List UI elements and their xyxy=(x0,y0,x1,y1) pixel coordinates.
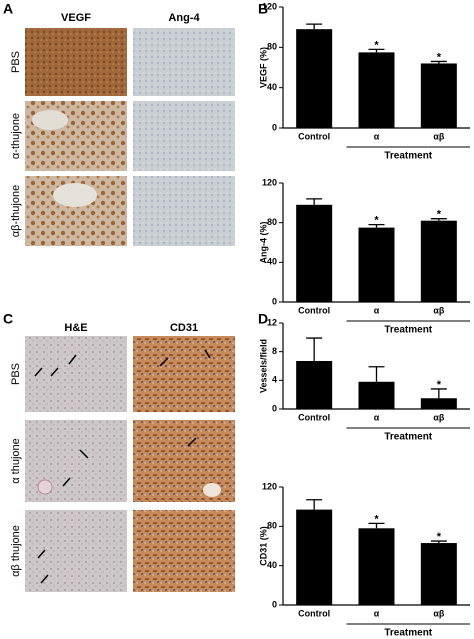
bar xyxy=(420,220,457,302)
y-tick-label: 120 xyxy=(262,481,277,491)
y-tick-label: 0 xyxy=(272,599,277,609)
y-tick-label: 0 xyxy=(272,296,277,306)
x-tick-label: α xyxy=(374,412,380,422)
row-label: PBS xyxy=(10,363,22,385)
error-bar xyxy=(368,224,385,228)
row-label: αβ-thujone xyxy=(10,185,22,237)
x-tick-label: α xyxy=(374,305,380,315)
x-axis-label: Treatment xyxy=(384,432,432,443)
panel-labels: A B C D xyxy=(3,1,268,327)
significance: * xyxy=(374,215,379,227)
x-axis-label: Treatment xyxy=(384,151,432,162)
error-bar xyxy=(368,366,385,382)
column-header: H&E xyxy=(64,322,87,334)
column-header: Ang-4 xyxy=(168,12,200,24)
image xyxy=(133,101,235,171)
error-bar xyxy=(306,337,323,361)
row-label: PBS xyxy=(10,51,22,73)
error-bar xyxy=(368,522,385,529)
y-tick-label: 40 xyxy=(267,257,277,267)
image xyxy=(25,101,127,171)
y-tick-label: 80 xyxy=(267,217,277,227)
panel-label: D xyxy=(258,311,268,327)
y-tick-label: 8 xyxy=(272,346,277,356)
error-bar xyxy=(430,60,447,64)
image-detail xyxy=(53,183,97,207)
row-label: α thujone xyxy=(10,438,22,484)
micrographs xyxy=(25,28,235,592)
image xyxy=(25,336,127,412)
bar xyxy=(358,528,395,605)
bar xyxy=(358,227,395,302)
image xyxy=(133,510,235,592)
y-tick-label: 120 xyxy=(262,177,277,187)
x-axis-label: Treatment xyxy=(384,628,432,639)
significance: * xyxy=(437,531,442,543)
x-tick-label: α xyxy=(374,131,380,141)
y-tick-label: 40 xyxy=(267,560,277,570)
column-header: CD31 xyxy=(170,322,198,334)
row-label: α-thujone xyxy=(10,113,22,159)
error-bar xyxy=(306,499,323,510)
row-label: αβ thujone xyxy=(10,525,22,577)
panel-label: C xyxy=(3,311,13,327)
x-tick-label: αβ xyxy=(433,305,445,315)
x-tick-label: Control xyxy=(298,412,330,422)
y-tick-label: 4 xyxy=(272,375,277,385)
bar xyxy=(420,63,457,128)
x-tick-label: Control xyxy=(298,131,330,141)
image-detail xyxy=(203,483,221,497)
y-tick-label: 80 xyxy=(267,42,277,52)
bar xyxy=(358,381,395,409)
y-tick-label: 80 xyxy=(267,521,277,531)
y-tick-label: 40 xyxy=(267,82,277,92)
image xyxy=(25,28,127,96)
bar xyxy=(420,543,457,605)
y-axis-label: Vessels/field xyxy=(258,339,268,393)
x-tick-label: Control xyxy=(298,608,330,618)
panel-label: B xyxy=(258,1,268,17)
bar xyxy=(358,52,395,128)
significance: * xyxy=(437,209,442,221)
error-bar xyxy=(430,540,447,544)
significance: * xyxy=(374,513,379,525)
significance: * xyxy=(374,39,379,51)
error-bar xyxy=(368,48,385,53)
y-axis-label: CD31 (%) xyxy=(258,526,268,566)
x-tick-label: Control xyxy=(298,305,330,315)
image-detail xyxy=(32,110,68,130)
image xyxy=(25,510,127,592)
image-detail xyxy=(37,479,53,495)
image xyxy=(133,28,235,96)
image xyxy=(133,336,235,412)
bar xyxy=(296,29,333,128)
arrows xyxy=(34,349,211,584)
column-header: VEGF xyxy=(61,12,91,24)
error-bar xyxy=(306,198,323,205)
y-axis-label: VEGF (%) xyxy=(258,47,268,88)
x-tick-label: αβ xyxy=(433,412,445,422)
image xyxy=(133,176,235,246)
significance: * xyxy=(437,51,442,63)
error-bar xyxy=(306,23,323,30)
y-axis-label: Ang-4 (%) xyxy=(258,222,268,264)
x-tick-label: αβ xyxy=(433,131,445,141)
significance: * xyxy=(437,379,442,391)
x-tick-label: α xyxy=(374,608,380,618)
x-axis-label: Treatment xyxy=(384,325,432,336)
bar xyxy=(296,509,333,605)
panel-label: A xyxy=(3,1,13,17)
bar xyxy=(296,204,333,302)
y-tick-label: 12 xyxy=(267,317,277,327)
y-tick-label: 0 xyxy=(272,122,277,132)
y-tick-label: 0 xyxy=(272,403,277,413)
y-tick-label: 120 xyxy=(262,1,277,11)
error-bar xyxy=(430,388,447,399)
error-bar xyxy=(430,218,447,221)
x-tick-label: αβ xyxy=(433,608,445,618)
bar xyxy=(420,398,457,409)
bar xyxy=(296,360,333,409)
